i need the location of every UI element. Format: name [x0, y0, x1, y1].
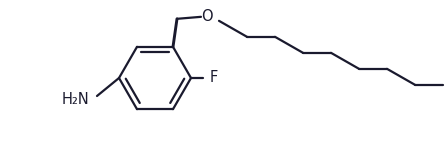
Text: O: O — [201, 9, 213, 24]
Text: H₂N: H₂N — [61, 93, 89, 108]
Text: F: F — [210, 70, 218, 86]
